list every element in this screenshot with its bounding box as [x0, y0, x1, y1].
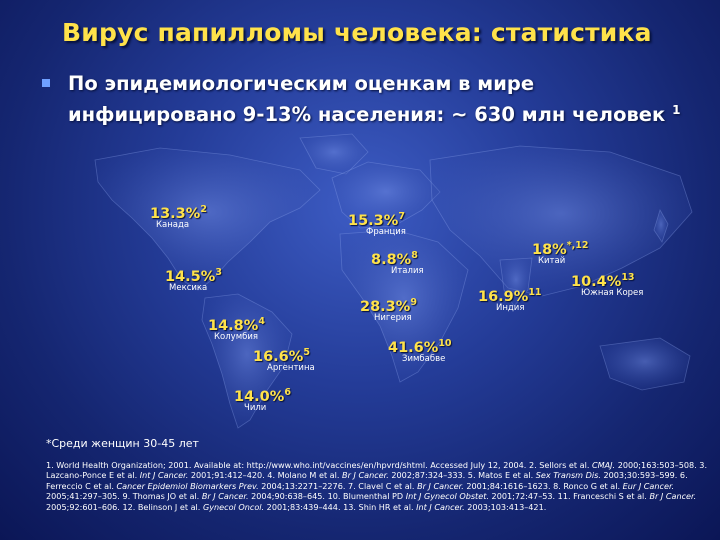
- japan-shape: [653, 208, 669, 243]
- reference-text: 2001;91:412–420. 4. Molano M et al.: [188, 470, 343, 481]
- map-label-superscript: 5: [303, 347, 310, 358]
- reference-text: 2004;90:638–645. 10. Blumenthal PD: [248, 491, 406, 502]
- map-label-country: Нигерия: [374, 313, 412, 323]
- map-label-superscript: 11: [528, 287, 542, 298]
- reference-text: 2000;163:503–508. 3. Lazcano-Ponce E et …: [46, 460, 708, 481]
- reference-journal: Eur J Cancer.: [622, 480, 675, 491]
- reference-text: 2001;84:1616–1623. 8. Ronco G et al.: [463, 480, 623, 491]
- reference-journal: Int J Cancer.: [139, 470, 189, 481]
- map-label-value: 16.9%11: [478, 287, 542, 305]
- map-label-country: Индия: [496, 303, 525, 313]
- bullet-text: По эпидемиологическим оценкам в мире инф…: [68, 70, 718, 128]
- map-label-country: Колумбия: [214, 332, 258, 342]
- greenland-shape: [299, 133, 369, 175]
- map-label-value: 41.6%10: [388, 338, 452, 356]
- bullet-line-2: инфицировано 9-13% населения: ~ 630 млн …: [68, 103, 666, 126]
- map-label: 14.0%6 Чили: [234, 386, 291, 413]
- world-map: [94, 133, 693, 429]
- map-label-country: Канада: [156, 220, 190, 230]
- map-label: 8.8%8 Италия: [371, 249, 424, 276]
- map-label-value: 15.3%7: [348, 211, 405, 229]
- map-label-country: Чили: [244, 403, 267, 413]
- reference-journal: Int J Cancer.: [416, 501, 465, 512]
- slide-title: Вирус папилломы человека: статистика: [62, 18, 652, 47]
- south-america-shape: [201, 293, 293, 429]
- map-label-superscript: 2: [200, 204, 207, 215]
- map-label-country: Южная Корея: [581, 288, 644, 298]
- map-label: 41.6%10 Зимбабве: [388, 337, 452, 364]
- map-label: 14.5%3 Мексика: [165, 266, 222, 293]
- reference-text: 2003;30:593–599. 6. Ferreccio C et al.: [46, 470, 688, 491]
- map-label: 16.9%11 Индия: [478, 286, 542, 313]
- reference-text: 2004;13:2271–2276. 7. Clavel C et al.: [258, 480, 418, 491]
- reference-text: 2003;103:413–421.: [464, 501, 547, 512]
- map-label-country: Китай: [538, 256, 566, 266]
- reference-journal: Br J Cancer.: [201, 491, 249, 502]
- reference-text: 2005;92:601–606. 12. Belinson J et al.: [46, 501, 203, 512]
- bullet-line-1: По эпидемиологическим оценкам в мире: [68, 72, 535, 95]
- reference-journal: Br J Cancer.: [649, 491, 697, 502]
- map-label-country: Италия: [391, 266, 424, 276]
- reference-text: 2005;41:297–305. 9. Thomas JO et al.: [46, 491, 202, 502]
- map-label: 13.3%2 Канада: [150, 203, 207, 230]
- map-label-superscript: 6: [284, 387, 291, 398]
- reference-journal: Br J Cancer.: [342, 470, 389, 481]
- map-label-superscript: 7: [398, 211, 405, 222]
- australia-shape: [599, 337, 691, 391]
- india-shape: [499, 257, 533, 307]
- reference-text: 1. World Health Organization; 2001. Avai…: [46, 460, 592, 470]
- map-label-value: 14.0%6: [234, 387, 291, 405]
- map-label: 18%*,12 Китай: [532, 239, 589, 266]
- map-label-value: 16.6%5: [253, 347, 310, 365]
- map-label-superscript: 3: [215, 267, 222, 278]
- map-label-superscript: 10: [438, 338, 452, 349]
- map-label-superscript: 9: [410, 297, 417, 308]
- map-label: 16.6%5 Аргентина: [253, 346, 315, 373]
- europe-shape: [331, 161, 441, 229]
- map-label-country: Аргентина: [267, 363, 315, 373]
- map-label-superscript: 8: [411, 250, 418, 261]
- map-label-value: 18%*,12: [532, 240, 589, 258]
- map-label-value: 8.8%8: [371, 250, 418, 268]
- map-label-value: 14.8%4: [208, 316, 265, 334]
- map-label-value: 13.3%2: [150, 204, 207, 222]
- reference-text: 2002;87:324–333. 5. Matos E et al.: [388, 470, 536, 481]
- north-america-shape: [94, 147, 321, 291]
- map-label-value: 14.5%3: [165, 267, 222, 285]
- references: 1. World Health Organization; 2001. Avai…: [46, 460, 714, 512]
- reference-journal: Br J Cancer.: [417, 480, 464, 491]
- reference-text: 2001;83:439–444. 13. Shin HR et al.: [264, 501, 417, 512]
- reference-journal: Sex Transm Dis.: [535, 470, 601, 481]
- map-label-superscript: *,12: [566, 240, 589, 251]
- reference-journal: Int J Gynecol Obstet.: [405, 491, 489, 502]
- bullet-square-icon: [42, 79, 50, 87]
- map-label-value: 10.4%13: [571, 272, 635, 290]
- asia-shape: [429, 145, 693, 297]
- map-label-country: Франция: [366, 227, 406, 237]
- map-label: 15.3%7 Франция: [348, 210, 406, 237]
- footnote: *Среди женщин 30-45 лет: [46, 437, 199, 450]
- reference-journal: Cancer Epidemiol Biomarkers Prev.: [116, 480, 259, 491]
- bullet-superscript: 1: [672, 103, 681, 117]
- reference-journal: CMAJ.: [592, 460, 616, 470]
- map-label-value: 28.3%9: [360, 297, 417, 315]
- reference-journal: Gynecol Oncol.: [202, 501, 265, 512]
- map-label-superscript: 4: [258, 316, 265, 327]
- map-label-country: Мексика: [169, 283, 208, 293]
- reference-text: 2001;72:47–53. 11. Franceschi S et al.: [488, 491, 650, 502]
- map-label: 10.4%13 Южная Корея: [571, 271, 643, 298]
- africa-shape: [339, 229, 469, 383]
- map-label: 28.3%9 Нигерия: [360, 296, 417, 323]
- map-label-superscript: 13: [621, 272, 635, 283]
- map-label-country: Зимбабве: [402, 354, 446, 364]
- map-label: 14.8%4 Колумбия: [208, 315, 265, 342]
